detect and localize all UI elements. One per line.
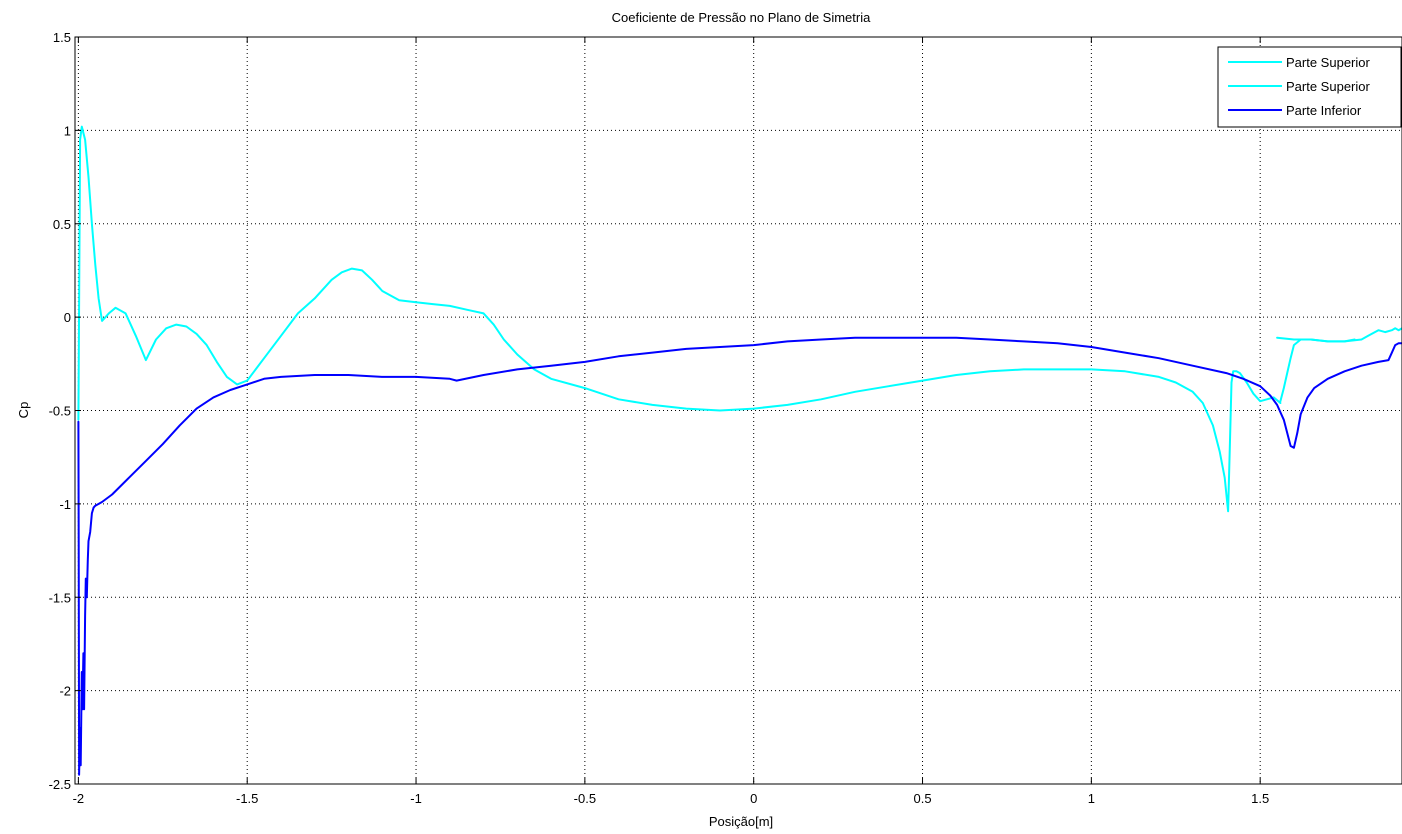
ticks: -2 -1.5 -1 -0.5 0 0.5 1 1.5 1.5 1 0.5 0 -0.5 -1 -1.5 -2… [49, 30, 1270, 806]
x-tick-label: 1.5 [1251, 791, 1269, 806]
y-tick-label: -0.5 [49, 404, 71, 419]
legend-label: Parte Inferior [1286, 103, 1362, 118]
x-tick-label: -0.5 [574, 791, 596, 806]
series-line-3 [1276, 336, 1356, 343]
y-tick-label: -1 [59, 497, 71, 512]
series-line-1 [77, 125, 1282, 513]
x-tick-label: -1 [410, 791, 422, 806]
y-tick-label: 0 [64, 310, 71, 325]
chart-title: Coeficiente de Pressão no Plano de Simet… [612, 10, 871, 25]
y-tick-label: -1.5 [49, 590, 71, 605]
y-axis-label: Cp [16, 402, 31, 419]
y-tick-label: 1 [64, 123, 71, 138]
x-tick-label: 1 [1088, 791, 1095, 806]
legend-label: Parte Superior [1286, 55, 1370, 70]
x-tick-label: -1.5 [236, 791, 258, 806]
legend: Parte Superior Parte Superior Parte Inferi… [1217, 46, 1402, 128]
legend-label: Parte Superior [1286, 79, 1370, 94]
y-tick-label: -2.5 [49, 777, 71, 792]
y-tick-label: -2 [59, 684, 71, 699]
x-axis-label: Posição[m] [709, 814, 773, 829]
series-layer [77, 125, 1402, 776]
series-line-4 [77, 336, 1402, 776]
x-tick-label: 0.5 [913, 791, 931, 806]
y-tick-label: 1.5 [53, 30, 71, 45]
y-tick-label: 0.5 [53, 217, 71, 232]
grid [75, 36, 1402, 785]
plot-frame [74, 36, 1402, 785]
x-tick-label: 0 [750, 791, 757, 806]
x-tick-label: -2 [73, 791, 85, 806]
